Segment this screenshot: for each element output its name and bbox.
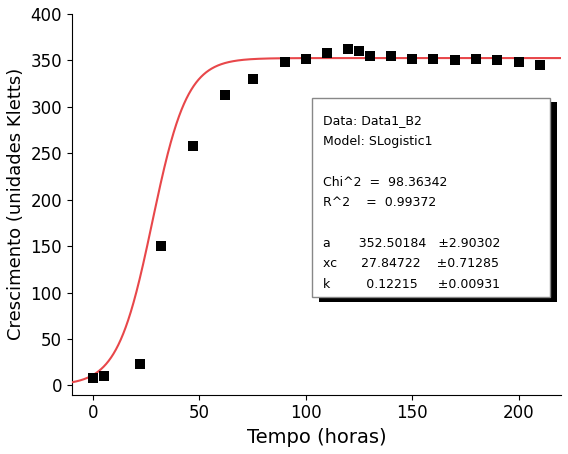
FancyBboxPatch shape xyxy=(319,102,557,302)
Point xyxy=(89,375,98,382)
Text: R^2    =  0.99372: R^2 = 0.99372 xyxy=(323,196,436,209)
Point xyxy=(157,242,166,250)
Point xyxy=(471,55,481,62)
Point xyxy=(450,57,460,64)
Point xyxy=(344,45,353,53)
FancyBboxPatch shape xyxy=(312,98,550,297)
Text: Chi^2  =  98.36342: Chi^2 = 98.36342 xyxy=(323,176,447,188)
Point xyxy=(323,49,332,57)
Point xyxy=(514,59,523,66)
Point xyxy=(535,61,544,69)
Point xyxy=(99,373,108,380)
Text: Data: Data1_B2: Data: Data1_B2 xyxy=(323,114,421,127)
Point xyxy=(280,59,289,66)
Point xyxy=(220,91,229,99)
Y-axis label: Crescimento (unidades Kletts): Crescimento (unidades Kletts) xyxy=(7,68,25,340)
Point xyxy=(189,142,198,149)
Text: Model: SLogistic1: Model: SLogistic1 xyxy=(323,135,432,148)
Text: a       352.50184   ±2.90302: a 352.50184 ±2.90302 xyxy=(323,237,500,250)
Point xyxy=(492,57,502,64)
Point xyxy=(301,55,310,62)
Point xyxy=(354,48,364,55)
Text: k         0.12215     ±0.00931: k 0.12215 ±0.00931 xyxy=(323,278,500,291)
Point xyxy=(135,360,144,368)
Point xyxy=(365,52,374,59)
Point xyxy=(248,75,257,83)
X-axis label: Tempo (horas): Tempo (horas) xyxy=(247,428,386,447)
Text: xc      27.84722    ±0.71285: xc 27.84722 ±0.71285 xyxy=(323,257,499,270)
Point xyxy=(386,52,395,59)
Point xyxy=(408,55,417,62)
Point xyxy=(429,55,438,62)
